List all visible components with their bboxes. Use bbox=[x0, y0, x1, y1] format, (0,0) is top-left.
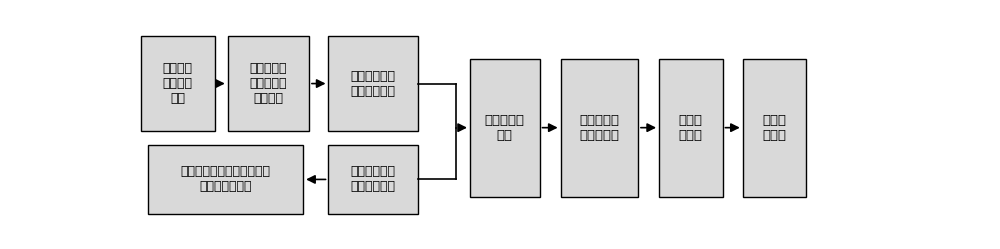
Text: 高低点位置
配准: 高低点位置 配准 bbox=[485, 114, 525, 142]
FancyBboxPatch shape bbox=[561, 59, 638, 197]
Text: 加载待预测股
票的匹配数据: 加载待预测股 票的匹配数据 bbox=[351, 165, 396, 193]
Text: 对所有股票
进行高低点
位置检测: 对所有股票 进行高低点 位置检测 bbox=[250, 62, 287, 105]
FancyBboxPatch shape bbox=[328, 145, 418, 214]
Text: 股票数据
加载及预
处理: 股票数据 加载及预 处理 bbox=[163, 62, 193, 105]
Text: 股票区间段
相关性匹配: 股票区间段 相关性匹配 bbox=[579, 114, 619, 142]
Text: 加载所有股票
的受匹配数据: 加载所有股票 的受匹配数据 bbox=[351, 69, 396, 98]
Text: 后期走
势生成: 后期走 势生成 bbox=[762, 114, 786, 142]
FancyBboxPatch shape bbox=[141, 36, 215, 131]
FancyBboxPatch shape bbox=[743, 59, 806, 197]
FancyBboxPatch shape bbox=[470, 59, 540, 197]
Text: 待预测股票初始高低点检测
和初始模式设置: 待预测股票初始高低点检测 和初始模式设置 bbox=[181, 165, 271, 193]
FancyBboxPatch shape bbox=[328, 36, 418, 131]
FancyBboxPatch shape bbox=[148, 145, 303, 214]
Text: 相关系
数排序: 相关系 数排序 bbox=[679, 114, 703, 142]
FancyBboxPatch shape bbox=[228, 36, 309, 131]
FancyBboxPatch shape bbox=[659, 59, 723, 197]
